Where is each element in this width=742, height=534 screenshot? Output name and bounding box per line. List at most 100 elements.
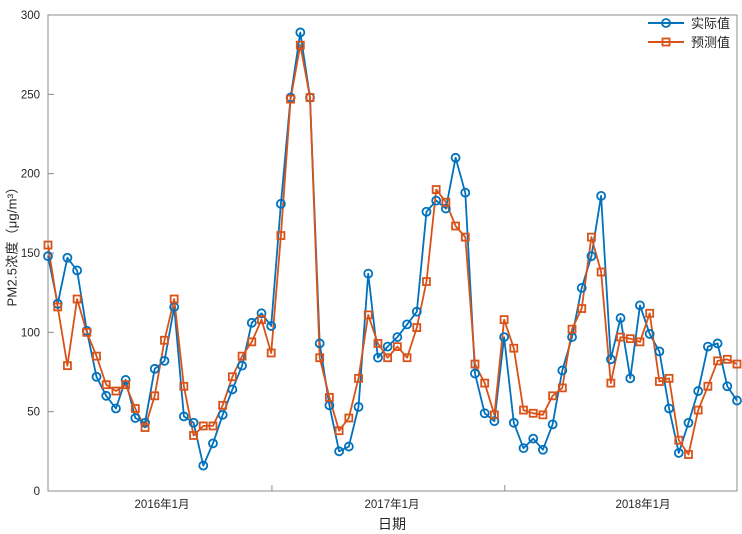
marker-actual — [314, 338, 325, 349]
marker-actual — [518, 443, 529, 454]
marker-predicted — [557, 383, 567, 393]
marker-predicted — [325, 392, 334, 402]
marker-actual — [499, 332, 509, 342]
y-tick-label: 0 — [34, 486, 40, 498]
legend-actual-line-icon — [647, 17, 684, 28]
marker-predicted — [722, 354, 732, 364]
marker-actual — [605, 354, 616, 365]
marker-predicted — [528, 408, 538, 418]
marker-actual — [178, 411, 189, 422]
marker-actual — [72, 265, 83, 276]
legend-item-actual[interactable]: 实际值 — [647, 14, 730, 31]
marker-predicted — [305, 93, 315, 102]
marker-predicted — [635, 337, 645, 347]
marker-actual — [149, 363, 160, 374]
marker-predicted — [383, 353, 393, 363]
x-tick-label: 2018年1月 — [616, 497, 671, 511]
marker-predicted — [451, 221, 460, 231]
marker-actual — [528, 433, 539, 444]
marker-predicted — [363, 310, 373, 320]
marker-actual — [654, 346, 665, 357]
marker-actual — [460, 187, 471, 198]
marker-predicted — [150, 391, 160, 401]
marker-actual — [43, 251, 53, 262]
marker-predicted — [53, 302, 63, 312]
marker-actual — [576, 283, 587, 293]
series-line-actual — [47, 31, 738, 467]
marker-predicted — [334, 426, 344, 436]
marker-predicted — [72, 294, 82, 304]
marker-predicted — [140, 423, 150, 432]
marker-predicted — [499, 315, 509, 325]
marker-actual — [130, 413, 141, 423]
marker-predicted — [703, 381, 713, 391]
series-line-predicted — [47, 44, 738, 456]
marker-actual — [615, 313, 626, 323]
marker-predicted — [373, 339, 383, 348]
marker-predicted — [674, 435, 684, 445]
marker-predicted — [160, 335, 169, 345]
marker-actual — [557, 365, 568, 376]
marker-predicted — [577, 304, 587, 313]
marker-actual — [198, 460, 209, 471]
marker-predicted — [63, 361, 72, 371]
y-tick-label: 250 — [21, 89, 40, 101]
marker-actual — [693, 386, 704, 396]
marker-predicted — [198, 421, 208, 431]
marker-predicted — [509, 343, 519, 353]
marker-predicted — [43, 240, 53, 250]
marker-actual — [712, 338, 723, 349]
marker-predicted — [684, 450, 693, 459]
marker-actual — [547, 419, 558, 430]
marker-actual — [217, 409, 228, 420]
marker-predicted — [82, 327, 92, 337]
marker-predicted — [693, 405, 703, 415]
marker-actual — [635, 300, 645, 311]
marker-actual — [382, 341, 393, 352]
y-tick-label: 200 — [21, 169, 40, 181]
marker-predicted — [392, 342, 402, 352]
marker-actual — [159, 355, 170, 366]
marker-predicted — [237, 351, 247, 361]
marker-predicted — [130, 404, 140, 413]
marker-actual — [596, 190, 607, 201]
marker-actual — [431, 195, 442, 206]
marker-actual — [363, 268, 374, 279]
marker-actual — [479, 408, 490, 419]
x-tick-label: 2017年1月 — [365, 497, 420, 511]
marker-predicted — [169, 294, 179, 304]
legend-actual-label: 实际值 — [690, 16, 730, 31]
marker-predicted — [121, 380, 131, 390]
marker-predicted — [431, 185, 441, 194]
marker-predicted — [616, 332, 625, 342]
marker-predicted — [402, 353, 412, 363]
marker-predicted — [460, 232, 470, 242]
marker-actual — [276, 198, 286, 209]
marker-actual — [373, 352, 383, 363]
marker-actual — [334, 446, 345, 457]
marker-predicted — [247, 337, 257, 347]
marker-actual — [140, 417, 150, 428]
legend: 实际值 预测值 — [647, 14, 730, 50]
legend-predicted-label: 预测值 — [690, 35, 730, 50]
marker-predicted — [315, 353, 325, 363]
marker-predicted — [732, 359, 742, 369]
marker-predicted — [606, 378, 616, 388]
marker-predicted — [344, 413, 354, 423]
marker-predicted — [179, 381, 189, 391]
marker-predicted — [227, 372, 237, 382]
marker-predicted — [713, 356, 722, 366]
marker-actual — [120, 375, 131, 385]
marker-actual — [208, 438, 218, 449]
marker-actual — [673, 448, 684, 458]
y-tick-label: 100 — [21, 327, 40, 339]
legend-item-predicted[interactable]: 预测值 — [647, 33, 730, 50]
marker-predicted — [567, 324, 577, 334]
marker-predicted — [286, 94, 296, 104]
marker-actual — [343, 441, 354, 452]
marker-predicted — [441, 197, 451, 207]
marker-actual — [702, 341, 713, 352]
marker-predicted — [422, 277, 431, 286]
marker-predicted — [257, 315, 266, 325]
